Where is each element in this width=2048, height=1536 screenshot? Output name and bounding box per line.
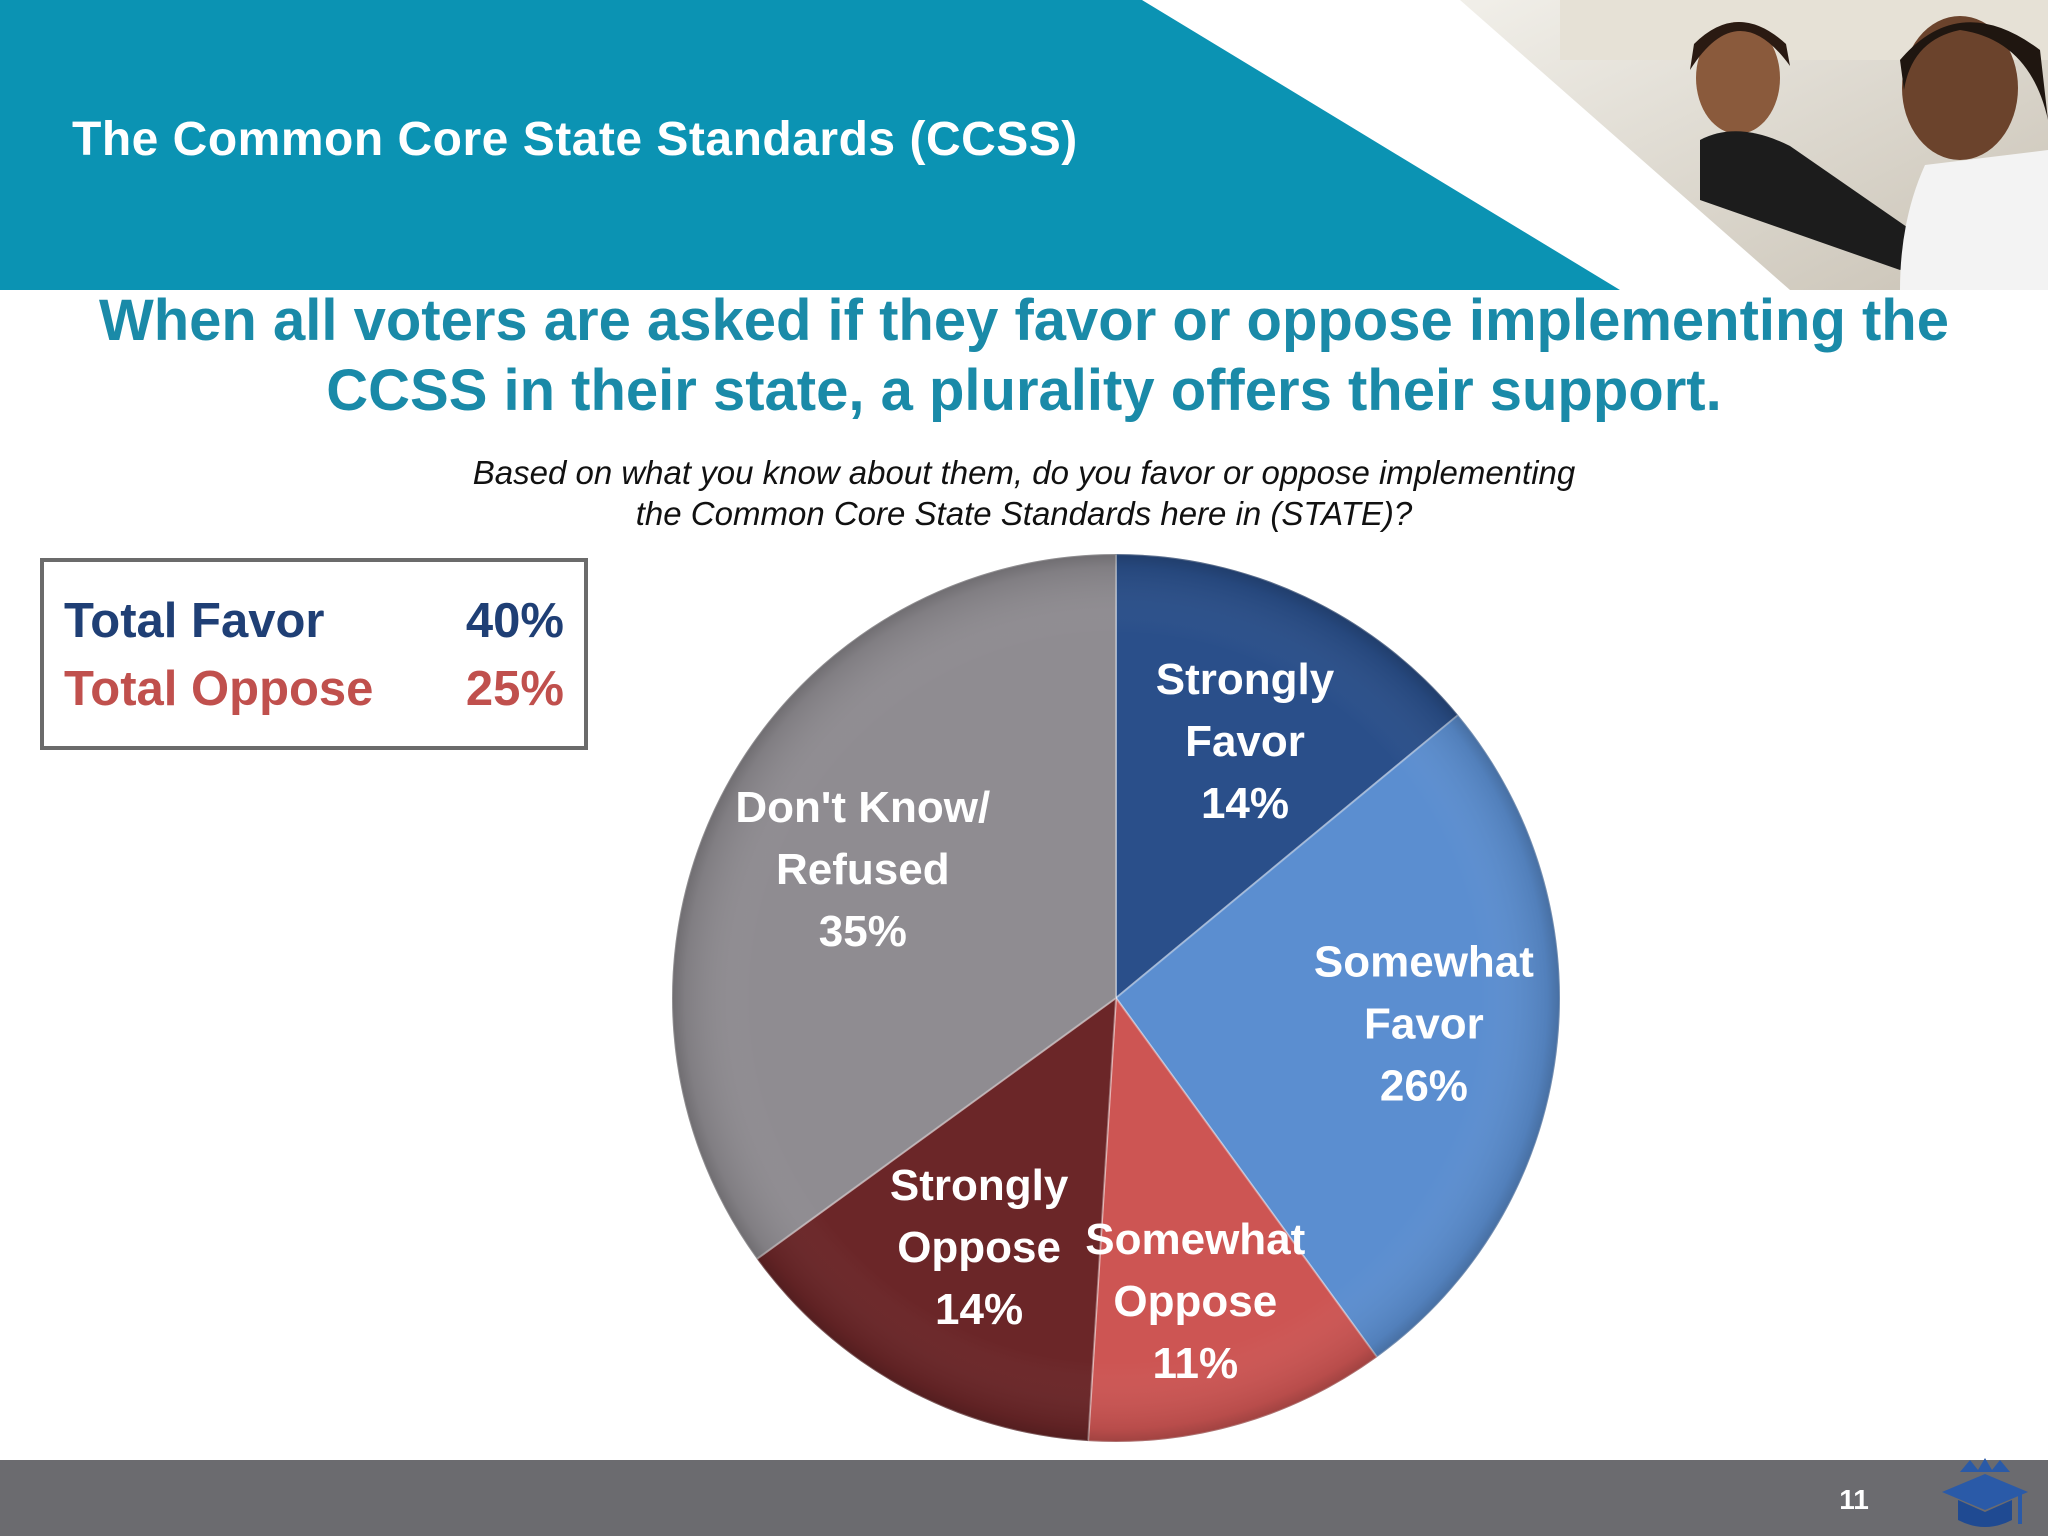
footer-bar (0, 1460, 2048, 1536)
pie-slice-label-0: Strongly Favor 14% (1156, 655, 1335, 828)
total-oppose-label: Total Oppose (64, 662, 374, 716)
question-line-2: the Common Core State Standards here in … (635, 495, 1413, 532)
total-oppose-row: Total Oppose 25% (64, 654, 564, 724)
headline-line-2: CCSS in their state, a plurality offers … (326, 358, 1722, 423)
pie-slice-label-4: Don't Know/Refused 35% (735, 783, 990, 956)
total-favor-value: 40% (465, 594, 564, 648)
headline: When all voters are asked if they favor … (40, 286, 2008, 426)
pie-slice-label-2: Somewhat Oppose 11% (1085, 1215, 1305, 1388)
students-photo (1560, 0, 2048, 290)
question-line-1: Based on what you know about them, do yo… (472, 454, 1576, 491)
total-oppose-value: 25% (465, 662, 564, 716)
pie-slice-label-1: Somewhat Favor 26% (1314, 938, 1534, 1111)
totals-box: Total Favor 40% Total Oppose 25% (40, 558, 588, 750)
header-title: The Common Core State Standards (CCSS) (72, 113, 1078, 166)
pie-labels: Strongly Favor 14% Somewhat Favor 26%Somewhat… (735, 655, 1534, 1388)
pie-slice-label-3: Strongly Oppose 14% (890, 1161, 1069, 1334)
pie-chart: Strongly Favor 14% Somewhat Favor 26%Somewhat… (671, 552, 1561, 1443)
headline-line-1: When all voters are asked if they favor … (99, 288, 1949, 353)
graduation-cap-logo-icon (1942, 1458, 2028, 1527)
total-favor-label: Total Favor (64, 594, 325, 648)
header-teal-band (0, 0, 1620, 290)
survey-question: Based on what you know about them, do yo… (300, 452, 1748, 534)
pie-edge-shading (672, 554, 1560, 1442)
header-band (0, 0, 2048, 290)
page-number: 11 (1839, 1484, 1869, 1515)
total-favor-row: Total Favor 40% (64, 586, 564, 656)
